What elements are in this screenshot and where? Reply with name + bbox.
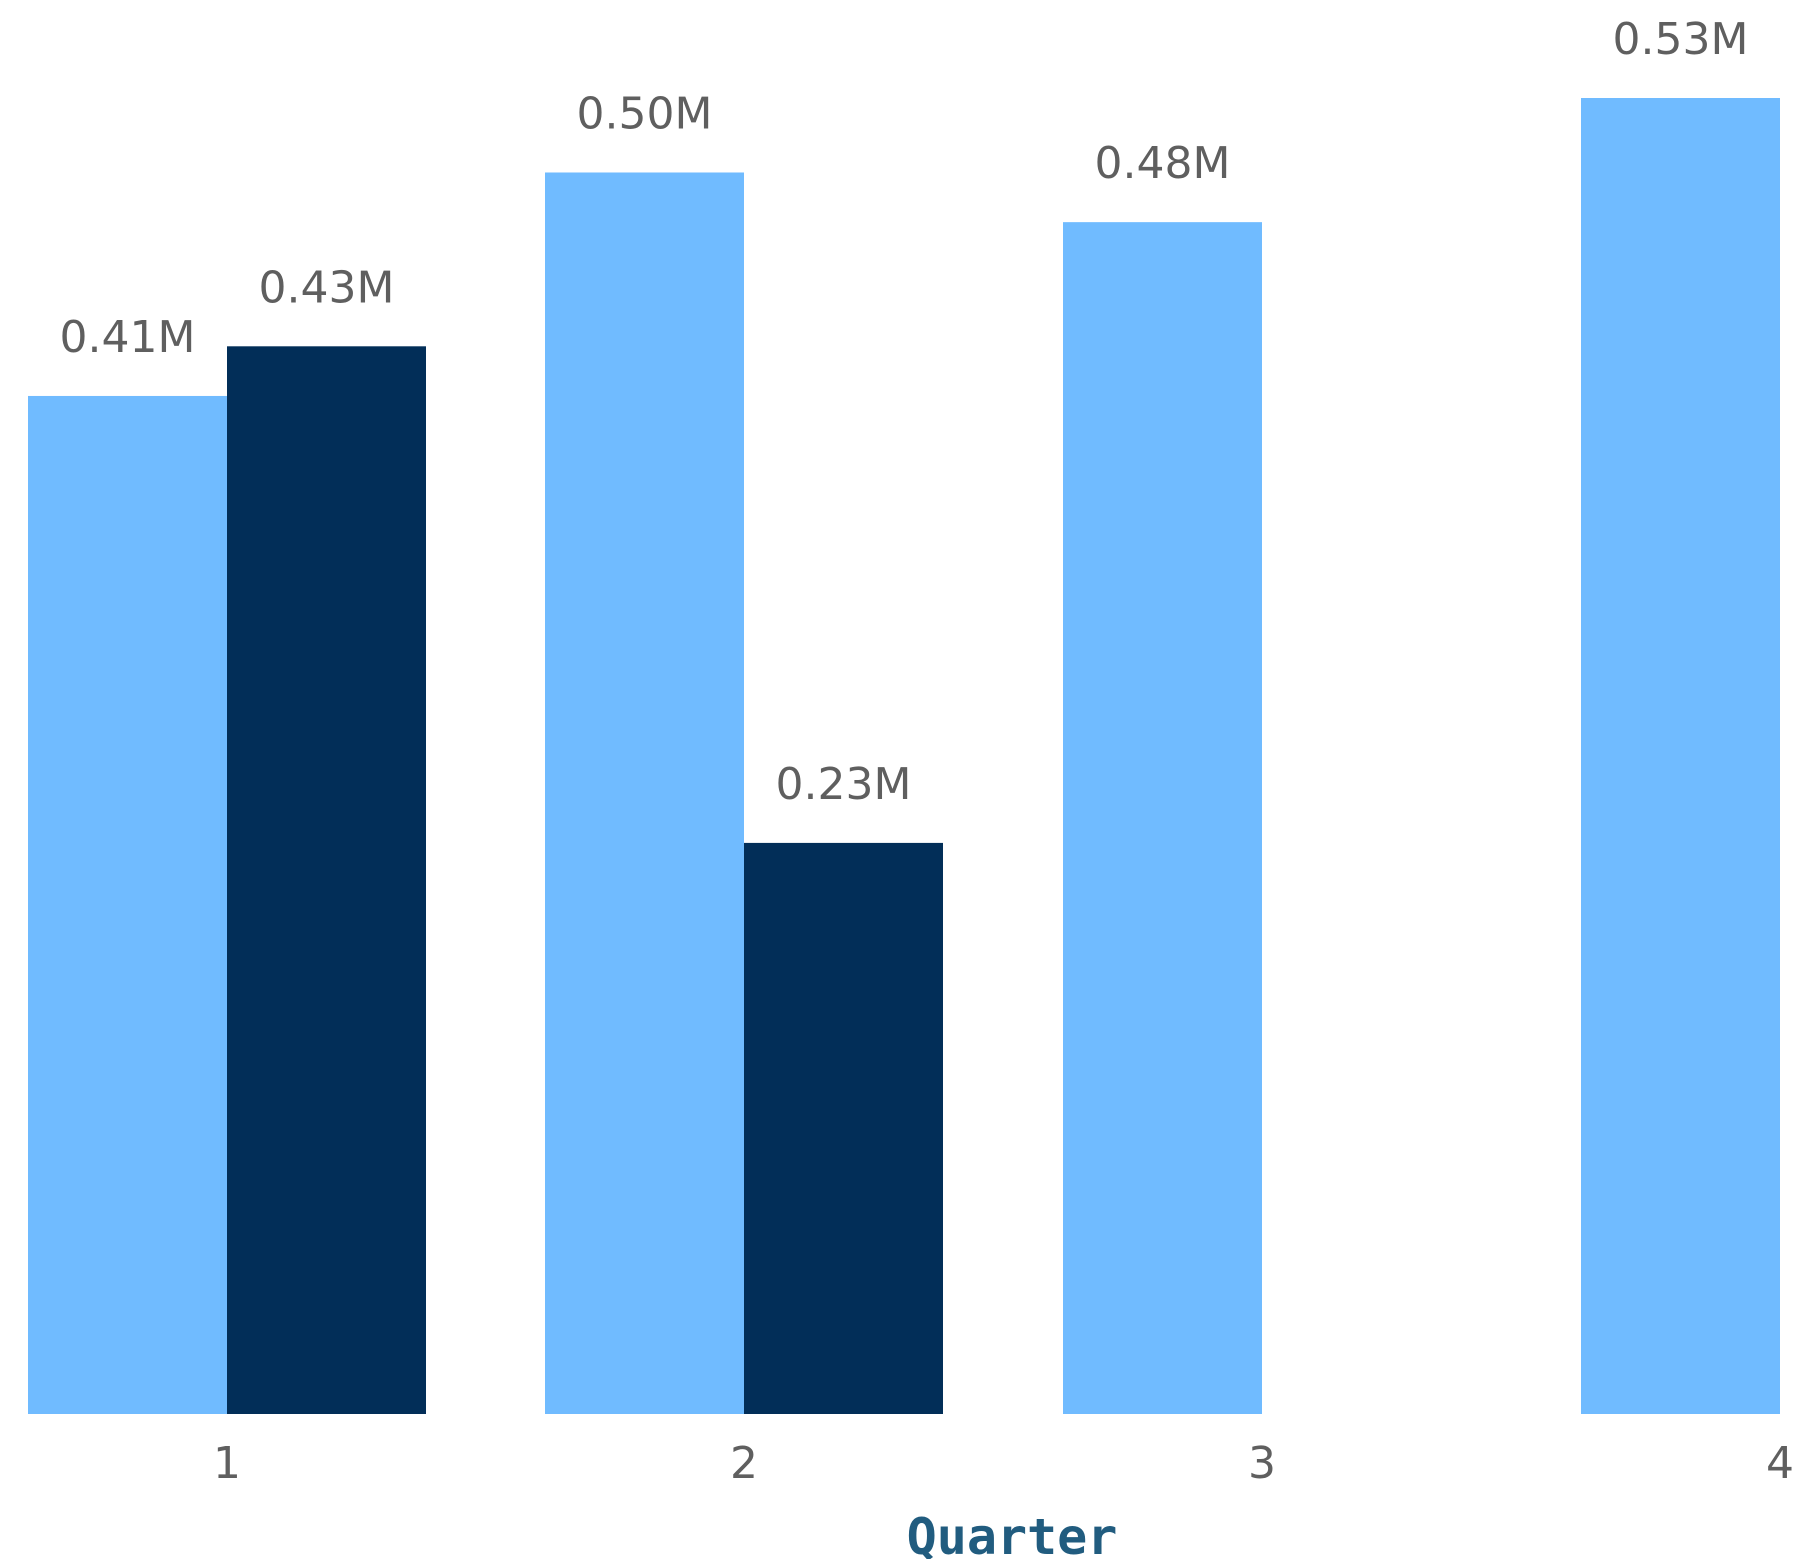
data-label-q3-series1: 0.48M: [1095, 138, 1231, 189]
bars-layer: [28, 98, 1780, 1415]
bar-q2-series1: [545, 172, 744, 1414]
x-axis-title: Quarter: [907, 1508, 1118, 1559]
data-label-q2-series1: 0.50M: [577, 88, 713, 139]
data-label-q2-series2: 0.23M: [776, 759, 912, 810]
bar-q1-series1: [28, 395, 227, 1414]
x-tick-label-1: 1: [213, 1438, 241, 1489]
x-tick-label-3: 3: [1248, 1438, 1276, 1489]
bar-q1-series2: [227, 346, 426, 1414]
data-label-q1-series1: 0.41M: [60, 312, 196, 363]
data-label-q4-series1: 0.53M: [1613, 14, 1749, 65]
x-tick-label-2: 2: [730, 1438, 758, 1489]
bar-q4-series1: [1581, 98, 1780, 1414]
data-labels-layer: 0.41M 0.43M 0.50M 0.23M 0.48M 0.53M: [60, 14, 1749, 810]
x-tick-label-4: 4: [1766, 1438, 1794, 1489]
x-tick-labels-layer: 1 2 3 4: [213, 1438, 1794, 1489]
bar-q3-series1: [1063, 222, 1262, 1415]
data-label-q1-series2: 0.43M: [259, 262, 395, 313]
bar-q2-series2: [744, 842, 943, 1414]
